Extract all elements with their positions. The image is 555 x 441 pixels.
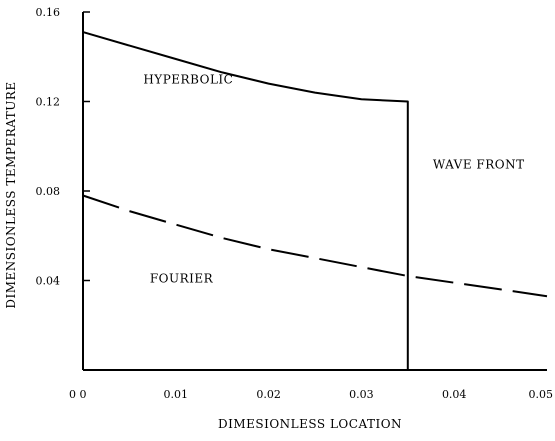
y-axis-title: DIMENSIONLESS TEMPERATURE <box>4 81 18 308</box>
annotation-label: HYPERBOLIC <box>143 73 233 87</box>
annotations: HYPERBOLIC WAVE FRONT FOURIER <box>143 73 524 286</box>
x-tick-label: 0 0 <box>69 388 87 401</box>
y-tick-label: 0.12 <box>36 96 61 109</box>
series-line-dashed <box>82 194 548 298</box>
plot-lines <box>82 31 548 370</box>
y-tick-label: 0.08 <box>36 185 61 198</box>
y-tick-label: 0.16 <box>36 6 61 19</box>
x-ticks: 0 0 0.01 0.02 0.03 0.04 0.05 <box>69 388 553 401</box>
x-tick-label: 0.05 <box>529 388 554 401</box>
annotation-label: WAVE FRONT <box>433 158 525 172</box>
series-line-solid <box>82 31 409 370</box>
x-tick-label: 0.01 <box>164 388 189 401</box>
x-tick-label: 0.03 <box>349 388 374 401</box>
x-tick-label: 0.04 <box>442 388 467 401</box>
x-tick-label: 0.02 <box>256 388 281 401</box>
x-axis-title: DIMESIONLESS LOCATION <box>218 417 402 431</box>
y-ticks: 0.04 0.08 0.12 0.16 <box>36 6 90 288</box>
annotation-label: FOURIER <box>150 272 214 286</box>
y-tick-label: 0.04 <box>36 275 61 288</box>
